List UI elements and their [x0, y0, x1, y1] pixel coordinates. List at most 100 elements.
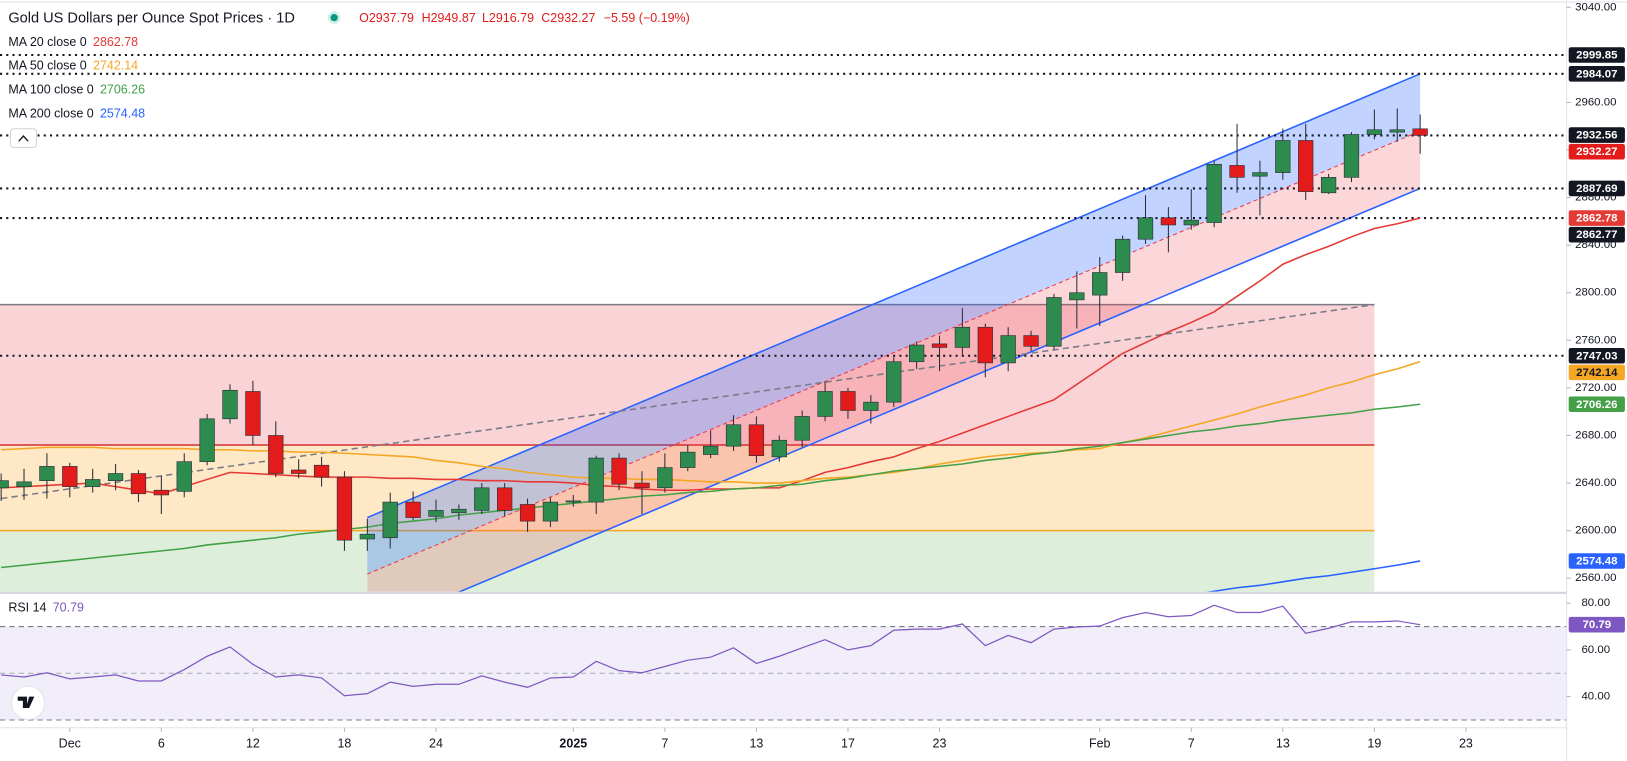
price-label: 2984.07: [1576, 68, 1617, 80]
candle-body: [1114, 238, 1131, 273]
collapse-icon: [18, 134, 29, 142]
candle-body: [1069, 292, 1085, 301]
price-label: 2706.26: [1576, 399, 1617, 411]
rsi-area: [0, 604, 1567, 721]
candle-body: [0, 480, 9, 489]
y-tick-label: 2680.00: [1575, 429, 1616, 441]
trend-line: [1, 303, 1375, 500]
channel-lower: [457, 187, 1421, 592]
price-label: 2999.85: [1576, 50, 1618, 62]
candle-body: [85, 479, 101, 487]
y-tick-label: 2800.00: [1575, 287, 1616, 299]
rsi-line: [1, 604, 1421, 697]
header-open: O2937.79: [359, 11, 414, 25]
candle-body: [1000, 335, 1016, 364]
header-change: −5.59 (−0.19%): [604, 11, 690, 25]
legend-label: MA 200 close 0: [8, 107, 93, 121]
candle-body: [176, 461, 192, 492]
zone: [0, 530, 1375, 592]
candle-body: [245, 391, 261, 436]
candle-body: [474, 487, 490, 511]
y-tick-label: 2760.00: [1575, 334, 1616, 346]
moving-average: [1, 217, 1421, 495]
price-label: 2862.77: [1576, 229, 1617, 241]
moving-average: [1, 403, 1421, 569]
collapse-button-box[interactable]: [9, 128, 37, 148]
x-tick-label: 12: [246, 737, 260, 751]
y-tick-label: 2600.00: [1575, 525, 1616, 537]
x-tick-label: 2025: [559, 737, 587, 751]
candle-body: [657, 467, 673, 489]
price-label-box: [1568, 553, 1625, 569]
candle-body: [771, 439, 787, 458]
x-tick-label: 13: [1276, 737, 1290, 751]
logo-mark: [17, 696, 35, 709]
candle-body: [1183, 219, 1199, 226]
candle-body: [794, 416, 810, 441]
candle-body: [1092, 272, 1108, 296]
candle-body: [977, 326, 993, 364]
candle-body: [565, 500, 581, 503]
x-tick-label: 17: [841, 737, 855, 751]
candle-body: [1160, 217, 1177, 226]
candle-body: [153, 489, 169, 496]
price-label-box: [1568, 364, 1625, 381]
candle-body: [1206, 163, 1222, 223]
candle-body: [1137, 217, 1154, 240]
header-high: H2949.87: [422, 11, 476, 25]
collapse-button[interactable]: [9, 128, 37, 148]
y-tick-label: 2720.00: [1575, 382, 1616, 394]
rsi-value-box: [1568, 616, 1625, 633]
candle-body: [542, 501, 559, 522]
candle-body: [908, 344, 925, 363]
price-label: 2747.03: [1576, 350, 1617, 362]
channel-midline: [367, 130, 1421, 575]
price-label-box: [1568, 210, 1625, 226]
candle-body: [748, 424, 765, 457]
header-close: C2932.27: [541, 11, 595, 25]
plot-area: [0, 53, 1567, 592]
candle-body: [1275, 140, 1291, 173]
candle-body: [680, 451, 696, 468]
candle-body: [886, 361, 902, 403]
candle-body: [588, 457, 604, 503]
moving-average: [1205, 560, 1421, 592]
price-label: 2887.69: [1576, 183, 1617, 195]
price-label: 2742.14: [1576, 367, 1618, 379]
y-tick-label: 2880.00: [1575, 192, 1616, 204]
candle-body: [611, 457, 627, 485]
y-tick-label: 2840.00: [1575, 239, 1616, 251]
legend-value: 2742.14: [93, 59, 138, 73]
candle-body: [428, 510, 444, 517]
legend-value: 2574.48: [100, 107, 145, 121]
price-label-box: [1568, 127, 1625, 143]
rsi-name: RSI 14: [8, 601, 46, 615]
candle-body: [268, 435, 284, 474]
x-tick-label: 6: [158, 737, 165, 751]
price-label-box: [1568, 396, 1625, 413]
logo: [10, 685, 46, 720]
candle-body: [313, 464, 330, 478]
candle-body: [1343, 134, 1360, 178]
x-tick-label: 13: [749, 737, 763, 751]
y-tick-label: 2560.00: [1575, 572, 1616, 584]
candle-body: [725, 424, 742, 447]
candle-body: [817, 391, 833, 417]
header-low: L2916.79: [482, 11, 534, 25]
price-label-box: [1568, 226, 1625, 243]
legend-label: MA 50 close 0: [8, 59, 86, 73]
rsi-value-label: 70.79: [1582, 619, 1611, 631]
candle-body: [1412, 128, 1428, 136]
candle-body: [954, 326, 971, 348]
candle-body: [497, 487, 513, 511]
candle-body: [39, 466, 55, 481]
x-tick-label: Dec: [59, 737, 81, 751]
moving-average: [1, 360, 1421, 484]
price-label: 2862.78: [1576, 213, 1617, 225]
candle-body: [107, 473, 124, 481]
candle-body: [1320, 177, 1337, 194]
price-label: 2932.56: [1576, 130, 1617, 142]
candle-body: [199, 418, 215, 462]
